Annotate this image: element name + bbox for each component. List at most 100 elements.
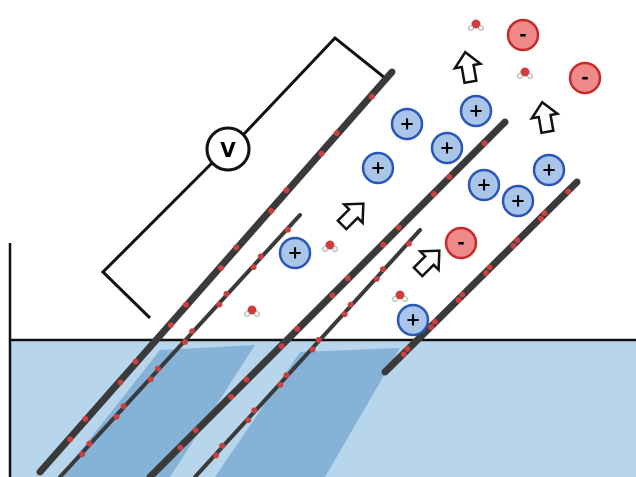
- water-hydrogen: [332, 246, 338, 252]
- oxygen-atom: [192, 427, 199, 434]
- oxygen-atom: [216, 301, 223, 308]
- oxygen-atom: [189, 328, 196, 335]
- oxygen-atom: [284, 226, 291, 233]
- oxygen-atom: [283, 187, 290, 194]
- oxygen-atom: [373, 275, 380, 282]
- oxygen-atom: [243, 376, 250, 383]
- oxygen-atom: [380, 241, 387, 248]
- cation: [396, 303, 430, 337]
- oxygen-atom: [344, 275, 351, 282]
- wire: [242, 35, 386, 136]
- oxygen-atom: [268, 207, 275, 214]
- oxygen-atom: [483, 270, 489, 276]
- cation-sign: +: [287, 243, 302, 264]
- cation: [467, 168, 501, 202]
- oxygen-atom: [486, 264, 493, 271]
- arrow: [412, 249, 441, 278]
- oxygen-atom: [309, 346, 316, 353]
- cation: [278, 236, 312, 270]
- cation: [459, 94, 493, 128]
- oxygen-atom: [565, 188, 572, 195]
- channel-water: [60, 345, 400, 477]
- oxygen-atom: [251, 407, 258, 414]
- oxygen-atom: [368, 93, 375, 100]
- anion-sign: -: [519, 25, 526, 46]
- cation: [390, 107, 424, 141]
- water-oxygen: [325, 240, 335, 250]
- anion: [506, 18, 540, 52]
- oxygen-atom: [395, 224, 402, 231]
- graphene-sheets: [36, 68, 581, 477]
- oxygen-atom: [182, 301, 189, 308]
- water-oxygen: [247, 305, 257, 315]
- anion: [444, 226, 478, 260]
- oxygen-atom: [86, 440, 93, 447]
- oxygen-atom: [117, 379, 124, 386]
- cation: [361, 151, 395, 185]
- oxygen-atom: [283, 372, 290, 379]
- water-hydrogen: [478, 25, 484, 31]
- oxygen-atom: [510, 242, 517, 249]
- anion: [568, 61, 602, 95]
- oxygen-atom: [154, 365, 161, 372]
- oxygen-atom: [341, 311, 348, 318]
- oxygen-atom: [67, 436, 74, 443]
- oxygen-atom: [294, 325, 301, 332]
- arrow: [529, 100, 561, 135]
- graphene-sheet: [146, 118, 509, 477]
- ions: + + + + + + + + + - - -: [244, 18, 602, 337]
- oxygen-atom: [120, 403, 127, 410]
- oxygen-atom: [278, 343, 285, 350]
- water-hydrogen: [322, 246, 328, 252]
- cation-sign: +: [439, 138, 454, 159]
- oxygen-atom: [245, 417, 252, 424]
- cation-sign: +: [468, 101, 483, 122]
- oxygen-atom: [177, 444, 184, 451]
- oxygen-atom: [329, 292, 336, 299]
- oxygen-atom: [82, 415, 89, 422]
- oxygen-atom: [250, 264, 257, 271]
- anion-sign: -: [581, 68, 588, 89]
- cation-sign: +: [399, 114, 414, 135]
- arrow: [336, 202, 365, 231]
- wire: [100, 160, 215, 320]
- oxygen-atom: [167, 322, 174, 329]
- water-hydrogen: [392, 296, 398, 302]
- oxygen-atom: [404, 345, 411, 352]
- cation-sign: +: [370, 158, 385, 179]
- oxygen-atom: [431, 318, 438, 325]
- oxygen-atom: [147, 376, 154, 383]
- water-hydrogen: [254, 311, 260, 317]
- oxygen-atom: [318, 150, 325, 157]
- water-hydrogen: [517, 73, 523, 79]
- oxygen-atom: [481, 140, 488, 147]
- cation-sign: +: [510, 191, 525, 212]
- oxygen-atom: [315, 336, 322, 343]
- oxygen-atom: [277, 381, 284, 388]
- cation: [501, 184, 535, 218]
- oxygen-atom: [347, 301, 354, 308]
- water-hydrogen: [527, 73, 533, 79]
- oxygen-atom: [219, 442, 226, 449]
- water-oxygen: [471, 19, 481, 29]
- voltmeter-label: V: [220, 138, 236, 162]
- oxygen-atom: [455, 297, 462, 304]
- oxygen-atom: [379, 266, 386, 273]
- oxygen-atom: [428, 324, 435, 331]
- cation-sign: +: [405, 310, 420, 331]
- cation-sign: +: [476, 175, 491, 196]
- cation: [532, 153, 566, 187]
- oxygen-atom: [113, 413, 120, 420]
- oxygen-atom: [218, 265, 224, 271]
- water-oxygen: [395, 290, 405, 300]
- oxygen-atom: [228, 393, 235, 400]
- oxygen-atom: [430, 191, 437, 198]
- voltmeter: [205, 126, 251, 172]
- water-hydrogen: [468, 25, 474, 31]
- water-hydrogen: [244, 311, 250, 317]
- cation-sign: +: [541, 160, 556, 181]
- arrow: [452, 50, 484, 85]
- oxygen-atom: [405, 240, 412, 247]
- oxygen-atom: [213, 452, 220, 459]
- anion-sign: -: [457, 233, 464, 254]
